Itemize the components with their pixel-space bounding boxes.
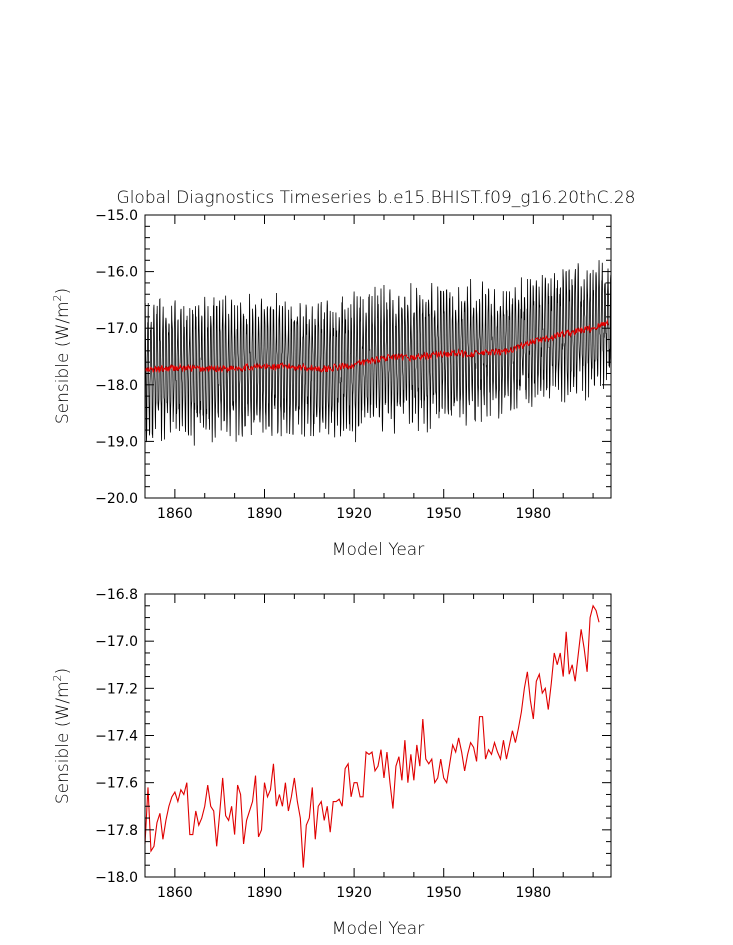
bottom-y-axis-label: Sensible (W/m2) [51, 668, 73, 804]
x-tick-label: 1860 [157, 506, 193, 522]
x-tick-label: 1980 [516, 885, 552, 901]
y-tick-label: −17.0 [95, 321, 138, 337]
bottom-plot-frame [144, 593, 612, 878]
x-tick-label: 1890 [247, 885, 283, 901]
top-panel: Global Diagnostics Timeseries b.e15.BHIS… [51, 188, 635, 560]
chart-title: Global Diagnostics Timeseries b.e15.BHIS… [117, 188, 636, 208]
bottom-axes: 1860 1890 1920 1950 1980 −18.0 −17.8 −17.6 −17.4… [95, 587, 611, 901]
top-axes: 1860 1890 1920 1950 1980 −20.0 −19.0 −18.0 −17.0… [95, 208, 611, 522]
x-tick-label: 1950 [426, 885, 462, 901]
y-tick-label: −15.0 [95, 208, 138, 224]
x-tick-label: 1920 [336, 506, 372, 522]
y-tick-label: −16.8 [95, 587, 138, 603]
top-plot-frame [144, 214, 612, 499]
monthly-series-line [144, 260, 612, 446]
y-tick-label: −17.0 [95, 634, 138, 650]
x-tick-label: 1920 [336, 885, 372, 901]
y-tick-label: −16.0 [95, 265, 138, 281]
y-tick-label: −17.6 [95, 776, 138, 792]
y-tick-label: −18.0 [95, 870, 138, 886]
y-tick-label: −20.0 [95, 491, 138, 507]
annual-mean-series-line [144, 604, 600, 868]
top-series-group [144, 260, 612, 446]
bottom-series-group [144, 604, 600, 868]
x-tick-label: 1980 [516, 506, 552, 522]
bottom-x-axis-label: Model Year [332, 919, 424, 939]
y-tick-label: −19.0 [95, 434, 138, 450]
top-y-axis-label: Sensible (W/m2) [51, 288, 73, 424]
annual-mean-series-line [144, 318, 609, 374]
x-tick-label: 1950 [426, 506, 462, 522]
x-tick-label: 1890 [247, 506, 283, 522]
top-x-axis-label: Model Year [332, 540, 424, 560]
y-tick-label: −17.4 [95, 729, 138, 745]
bottom-panel: 1860 1890 1920 1950 1980 −18.0 −17.8 −17.6 −17.4… [51, 587, 612, 939]
y-tick-label: −18.0 [95, 378, 138, 394]
x-tick-label: 1860 [157, 885, 193, 901]
y-tick-label: −17.2 [95, 681, 138, 697]
y-tick-label: −17.8 [95, 823, 138, 839]
